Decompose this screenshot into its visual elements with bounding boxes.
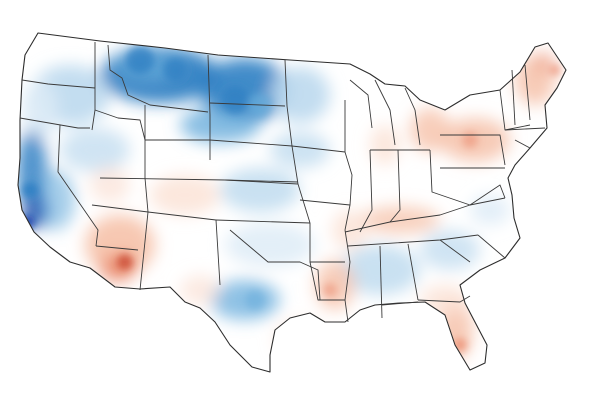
anomaly-blob [275, 320, 325, 360]
anomaly-blob [270, 67, 330, 123]
anomaly-blob [22, 80, 58, 140]
anomaly-blob [410, 108, 450, 152]
anomaly-blob [340, 245, 420, 295]
anomaly-spot [221, 86, 249, 114]
anomaly-blob [85, 215, 155, 275]
state-borders [19, 42, 546, 323]
anomaly-blob [370, 125, 400, 165]
anomaly-blob [470, 195, 510, 225]
anomaly-blob [220, 168, 300, 212]
anomaly-spot [245, 290, 265, 310]
anomaly-blob [360, 206, 440, 234]
anomaly-spot [462, 132, 478, 148]
anomaly-spot [117, 254, 133, 270]
anomaly-spot [22, 182, 38, 198]
anomaly-blob [90, 167, 130, 203]
anomaly-blob [270, 132, 330, 168]
anomaly-blob [225, 223, 315, 267]
anomaly-blob [332, 210, 368, 250]
anomaly-spot [163, 58, 187, 82]
anomaly-spot [549, 64, 561, 76]
anomaly-blob [35, 170, 75, 230]
anomaly-blob [180, 107, 260, 143]
anomaly-spot [323, 283, 337, 297]
anomaly-blob [180, 275, 220, 305]
anomaly-spot [126, 46, 154, 74]
anomaly-blob [150, 175, 220, 215]
anomaly-blob [60, 128, 130, 172]
